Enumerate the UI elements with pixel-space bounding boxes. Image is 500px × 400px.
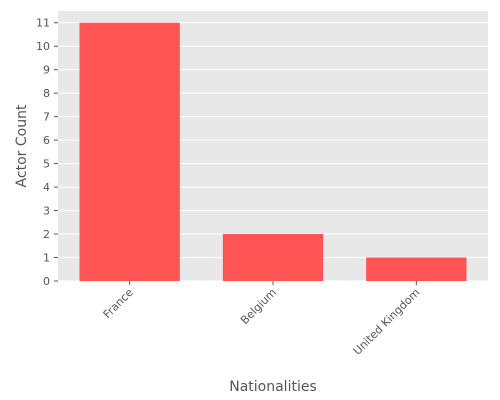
y-tick-label: 1 [43,252,50,265]
y-tick-label: 10 [36,40,50,53]
y-axis-label: Actor Count [14,104,30,187]
x-tick-label: United Kingdom [351,286,423,358]
y-tick-label: 2 [43,228,50,241]
y-tick-label: 5 [43,158,50,171]
x-tick-label: France [101,286,136,321]
y-tick-label: 6 [43,134,50,147]
bars [79,22,467,281]
y-tick-label: 4 [43,181,50,194]
y-tick-label: 9 [43,64,50,77]
x-axis-label: Nationalities [229,379,317,395]
y-tick-label: 8 [43,87,50,100]
y-tick-label: 3 [43,205,50,218]
bar-france [79,22,180,281]
y-tick-label: 11 [36,17,50,30]
bar-belgium [222,234,324,281]
x-tick-label: Belgium [238,286,279,327]
y-tick-labels: 0 1 2 3 4 5 6 7 8 9 10 11 [36,17,58,288]
x-tick-labels: France Belgium United Kingdom [101,281,423,358]
y-tick-label: 0 [43,275,50,288]
bar-united-kingdom [366,257,467,281]
y-tick-label: 7 [43,111,50,124]
